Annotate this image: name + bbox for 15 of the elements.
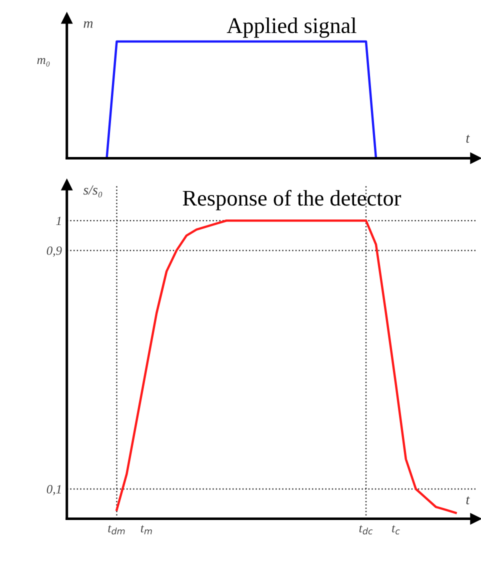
x-axis-title: t <box>466 134 470 143</box>
x-tick-label: t$_{dm}$ <box>108 525 125 534</box>
chart-title: Applied signal <box>226 18 356 38</box>
x-tick-label: t$_{m}$ <box>140 525 152 534</box>
y-axis-title: m <box>84 21 93 28</box>
y-tick-label: 1 <box>56 216 61 225</box>
y-tick-label: 0,9 <box>46 246 62 257</box>
x-tick-label: t$_{dc}$ <box>359 525 373 534</box>
x-axis-title: t <box>466 496 470 504</box>
chart-title: Response of the detector <box>182 190 402 210</box>
y-axis-title: s/s₀ <box>83 185 102 198</box>
x-tick-label: t$_{c}$ <box>392 525 400 534</box>
text: m₀ <box>37 58 50 67</box>
line-series <box>116 220 457 514</box>
y-tick-label: 0,1 <box>46 485 61 496</box>
